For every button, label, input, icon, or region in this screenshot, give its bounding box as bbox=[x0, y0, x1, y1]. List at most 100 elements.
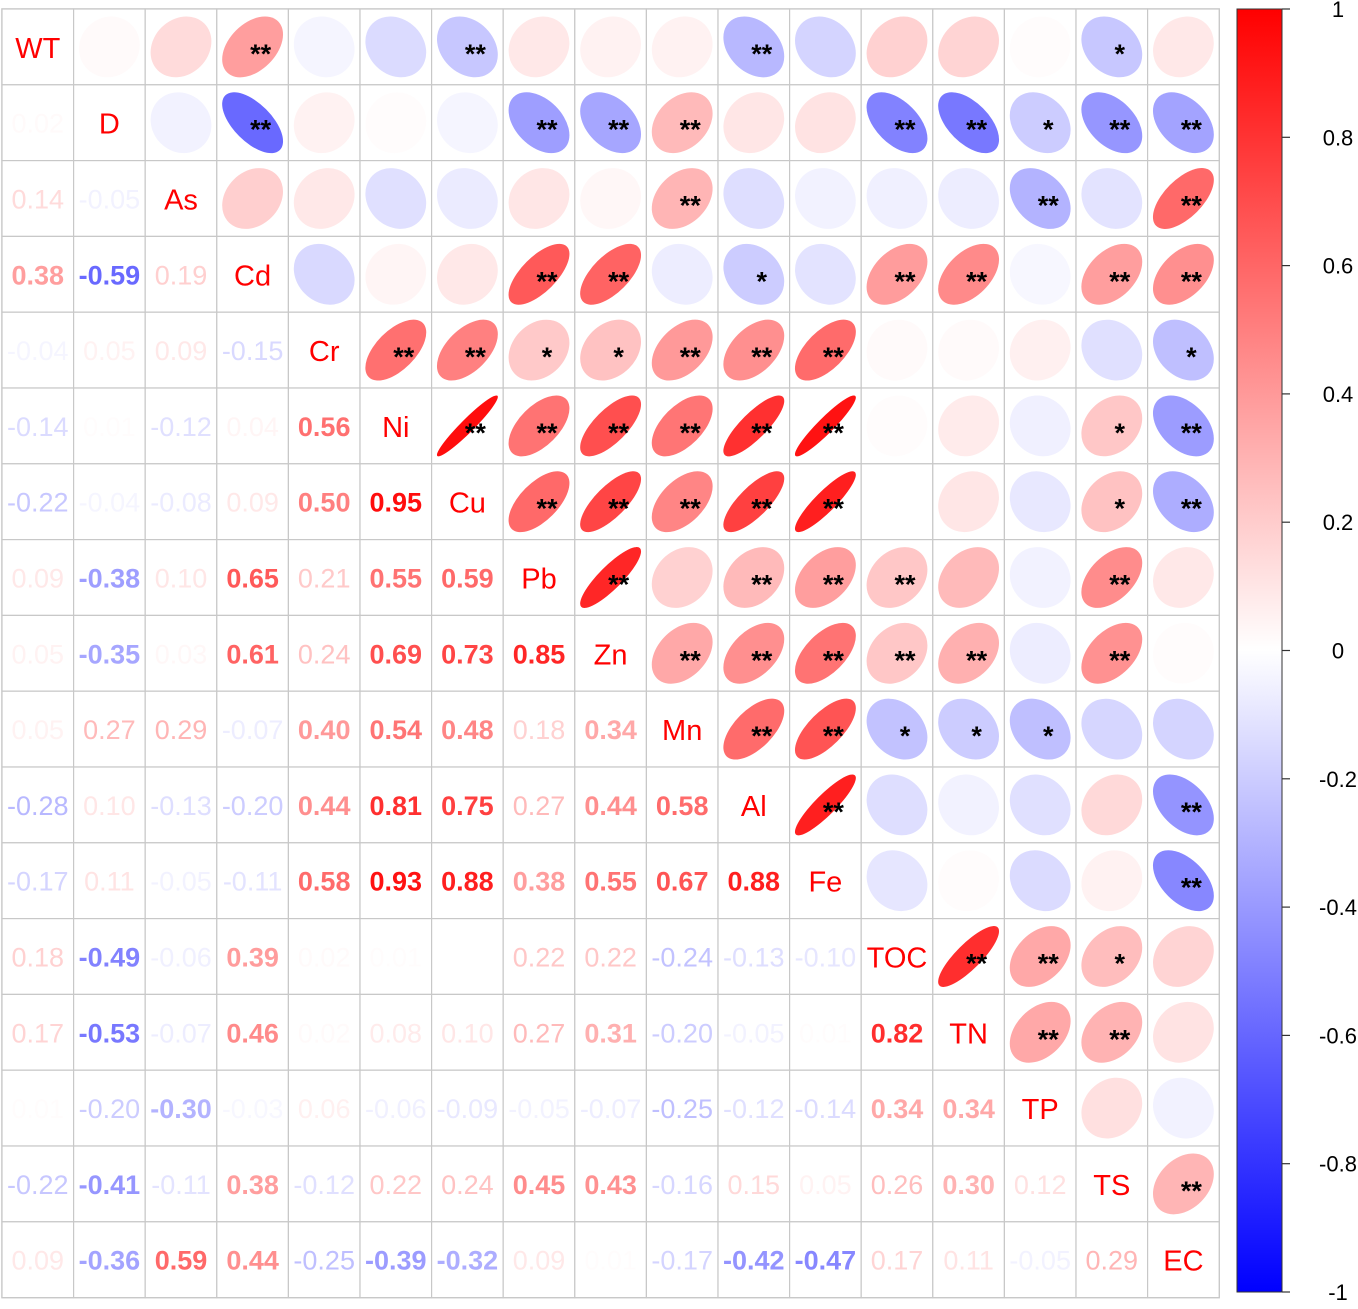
sig-D-Pb: ** bbox=[536, 115, 558, 145]
coef-TP-WT: 0.01 bbox=[12, 1094, 65, 1124]
cell-TP-Mn bbox=[645, 1069, 719, 1147]
cell-TS-Al bbox=[717, 1145, 791, 1223]
coef-Al-D: 0.10 bbox=[83, 791, 136, 821]
ellipse-As-Al bbox=[723, 168, 785, 229]
sig-Zn-Al: ** bbox=[751, 645, 773, 675]
sig-TOC-TP: ** bbox=[1038, 949, 1060, 979]
coef-TP-Pb: -0.05 bbox=[508, 1094, 570, 1124]
coef-Fe-Cd: -0.11 bbox=[223, 867, 283, 897]
coef-EC-TS: 0.29 bbox=[1086, 1246, 1139, 1276]
coef-TP-TN: 0.34 bbox=[942, 1094, 995, 1124]
cell-TS-Fe bbox=[788, 1145, 862, 1223]
diag-label-Mn: Mn bbox=[662, 715, 702, 747]
cell-EC-Pb bbox=[502, 1221, 576, 1299]
ellipse-Al-TS bbox=[1081, 774, 1143, 836]
coef-Cu-As: -0.08 bbox=[150, 488, 212, 518]
ellipse-TP-TS bbox=[1081, 1077, 1143, 1139]
sig-Cr-Fe: ** bbox=[823, 342, 845, 372]
sig-Mn-TOC: * bbox=[900, 721, 911, 751]
ellipse-WT-Mn bbox=[651, 16, 713, 78]
diag-label-Cu: Cu bbox=[449, 488, 486, 520]
ellipse-Cd-EC bbox=[1152, 243, 1214, 305]
ellipse-Cu-TS bbox=[1081, 471, 1143, 533]
coef-Cd-As: 0.19 bbox=[155, 260, 208, 290]
ellipse-As-TP bbox=[1009, 168, 1071, 229]
ellipse-Cu-Al bbox=[723, 471, 785, 533]
sig-Cr-Pb: * bbox=[542, 342, 553, 372]
ellipse-Zn-EC bbox=[1153, 622, 1214, 684]
ellipse-WT-As bbox=[150, 16, 212, 78]
cell-TN-Pb bbox=[502, 993, 576, 1071]
ellipse-Zn-TS bbox=[1081, 622, 1143, 684]
diag-label-TOC: TOC bbox=[867, 943, 928, 975]
colorbar-tick-label: -0.4 bbox=[1319, 895, 1357, 920]
cell-Al-Al bbox=[717, 766, 791, 844]
ellipse-As-Zn bbox=[580, 168, 641, 229]
cell-Cr-As bbox=[144, 311, 218, 389]
ellipse-Cd-TOC bbox=[866, 243, 928, 305]
sig-Mn-Fe: ** bbox=[823, 721, 845, 751]
coef-Fe-WT: -0.17 bbox=[7, 867, 69, 897]
cell-As-As bbox=[144, 160, 218, 238]
cell-Cd-D bbox=[72, 235, 146, 313]
coef-TN-Mn: -0.20 bbox=[651, 1018, 713, 1048]
coef-EC-Cd: 0.44 bbox=[226, 1246, 279, 1276]
sig-Fe-EC: ** bbox=[1181, 873, 1203, 903]
coef-Zn-Cd: 0.61 bbox=[226, 639, 279, 669]
sig-TS-EC: ** bbox=[1181, 1176, 1203, 1206]
ellipse-WT-Al bbox=[723, 16, 785, 78]
ellipse-WT-Zn bbox=[580, 16, 641, 78]
ellipse-TS-EC bbox=[1152, 1153, 1214, 1215]
cell-TN-Zn bbox=[574, 993, 647, 1071]
cell-Zn-As bbox=[144, 614, 218, 692]
coef-TP-Ni: -0.06 bbox=[365, 1094, 427, 1124]
ellipse-D-Cu bbox=[437, 92, 498, 154]
coef-TN-Cr: 0.02 bbox=[298, 1018, 351, 1048]
sig-Al-EC: ** bbox=[1181, 797, 1203, 827]
cell-Mn-Mn bbox=[645, 690, 719, 768]
cell-Al-Cr bbox=[287, 766, 361, 844]
sig-Cu-Pb: ** bbox=[536, 494, 558, 524]
sig-Cu-TS: * bbox=[1115, 494, 1126, 524]
coef-Ni-Cr: 0.56 bbox=[298, 412, 351, 442]
cell-TOC-TOC bbox=[860, 917, 934, 995]
cell-Al-As bbox=[144, 766, 218, 844]
cell-TP-D bbox=[72, 1069, 146, 1147]
coef-TS-Cd: 0.38 bbox=[226, 1170, 279, 1200]
coef-TP-Cu: -0.09 bbox=[437, 1094, 499, 1124]
cell-Cr-D bbox=[72, 311, 146, 389]
ellipse-WT-Pb bbox=[508, 16, 570, 78]
coef-TP-TOC: 0.34 bbox=[871, 1094, 924, 1124]
cell-TN-Mn bbox=[645, 993, 719, 1071]
sig-Cu-EC: ** bbox=[1181, 494, 1203, 524]
coef-Mn-Ni: 0.54 bbox=[370, 715, 423, 745]
ellipse-As-EC bbox=[1152, 168, 1214, 229]
coef-As-WT: 0.14 bbox=[12, 185, 65, 215]
coef-TN-Cd: 0.46 bbox=[226, 1018, 279, 1048]
sig-WT-Cu: ** bbox=[465, 39, 487, 69]
coef-Fe-Cr: 0.58 bbox=[298, 867, 351, 897]
ellipse-D-Ni bbox=[365, 92, 427, 154]
ellipse-D-TS bbox=[1081, 92, 1143, 154]
ellipse-Zn-TOC bbox=[866, 622, 928, 684]
coef-TOC-WT: 0.18 bbox=[12, 943, 65, 973]
ellipse-Cu-TN bbox=[938, 471, 999, 533]
ellipse-TOC-EC bbox=[1152, 926, 1214, 987]
diag-label-TN: TN bbox=[949, 1018, 988, 1050]
coef-EC-TOC: 0.17 bbox=[871, 1246, 924, 1276]
coef-EC-WT: 0.09 bbox=[12, 1246, 65, 1276]
diag-label-Cd: Cd bbox=[234, 260, 271, 292]
colorbar-tick-label: -0.2 bbox=[1319, 767, 1357, 792]
cell-TP-TOC bbox=[860, 1069, 934, 1147]
cell-TP-Pb bbox=[502, 1069, 576, 1147]
ellipse-TN-TS bbox=[1081, 1001, 1143, 1063]
ellipse-As-Cu bbox=[437, 168, 498, 229]
sig-Ni-EC: ** bbox=[1181, 418, 1203, 448]
cell-EC-Cu bbox=[431, 1221, 504, 1299]
cell-TP-WT bbox=[1, 1069, 75, 1147]
cell-TS-WT bbox=[1, 1145, 75, 1223]
cell-TOC-Cr bbox=[287, 917, 361, 995]
coef-Al-Mn: 0.58 bbox=[656, 791, 709, 821]
cell-Zn-Cr bbox=[287, 614, 361, 692]
